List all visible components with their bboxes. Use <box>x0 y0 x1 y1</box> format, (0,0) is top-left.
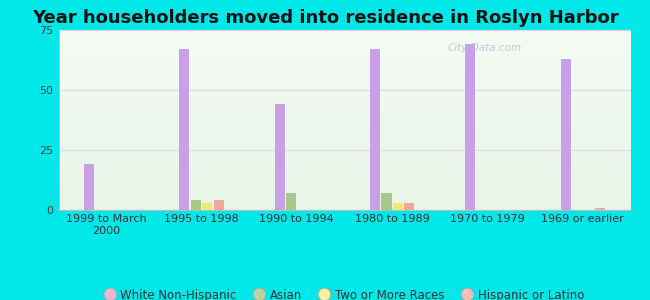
Bar <box>465 44 476 210</box>
Bar <box>370 49 380 210</box>
Bar <box>274 104 285 210</box>
Bar <box>202 203 213 210</box>
Bar <box>404 203 415 210</box>
Bar <box>286 193 296 210</box>
Text: Year householders moved into residence in Roslyn Harbor: Year householders moved into residence i… <box>32 9 618 27</box>
Bar <box>393 203 403 210</box>
Bar <box>179 49 190 210</box>
Bar <box>595 208 605 210</box>
Bar <box>382 193 391 210</box>
Bar <box>190 200 201 210</box>
Bar <box>84 164 94 210</box>
Text: City-Data.com: City-Data.com <box>447 43 521 52</box>
Bar <box>560 59 571 210</box>
Legend: White Non-Hispanic, Asian, Two or More Races, Hispanic or Latino: White Non-Hispanic, Asian, Two or More R… <box>100 284 589 300</box>
Bar <box>213 200 224 210</box>
